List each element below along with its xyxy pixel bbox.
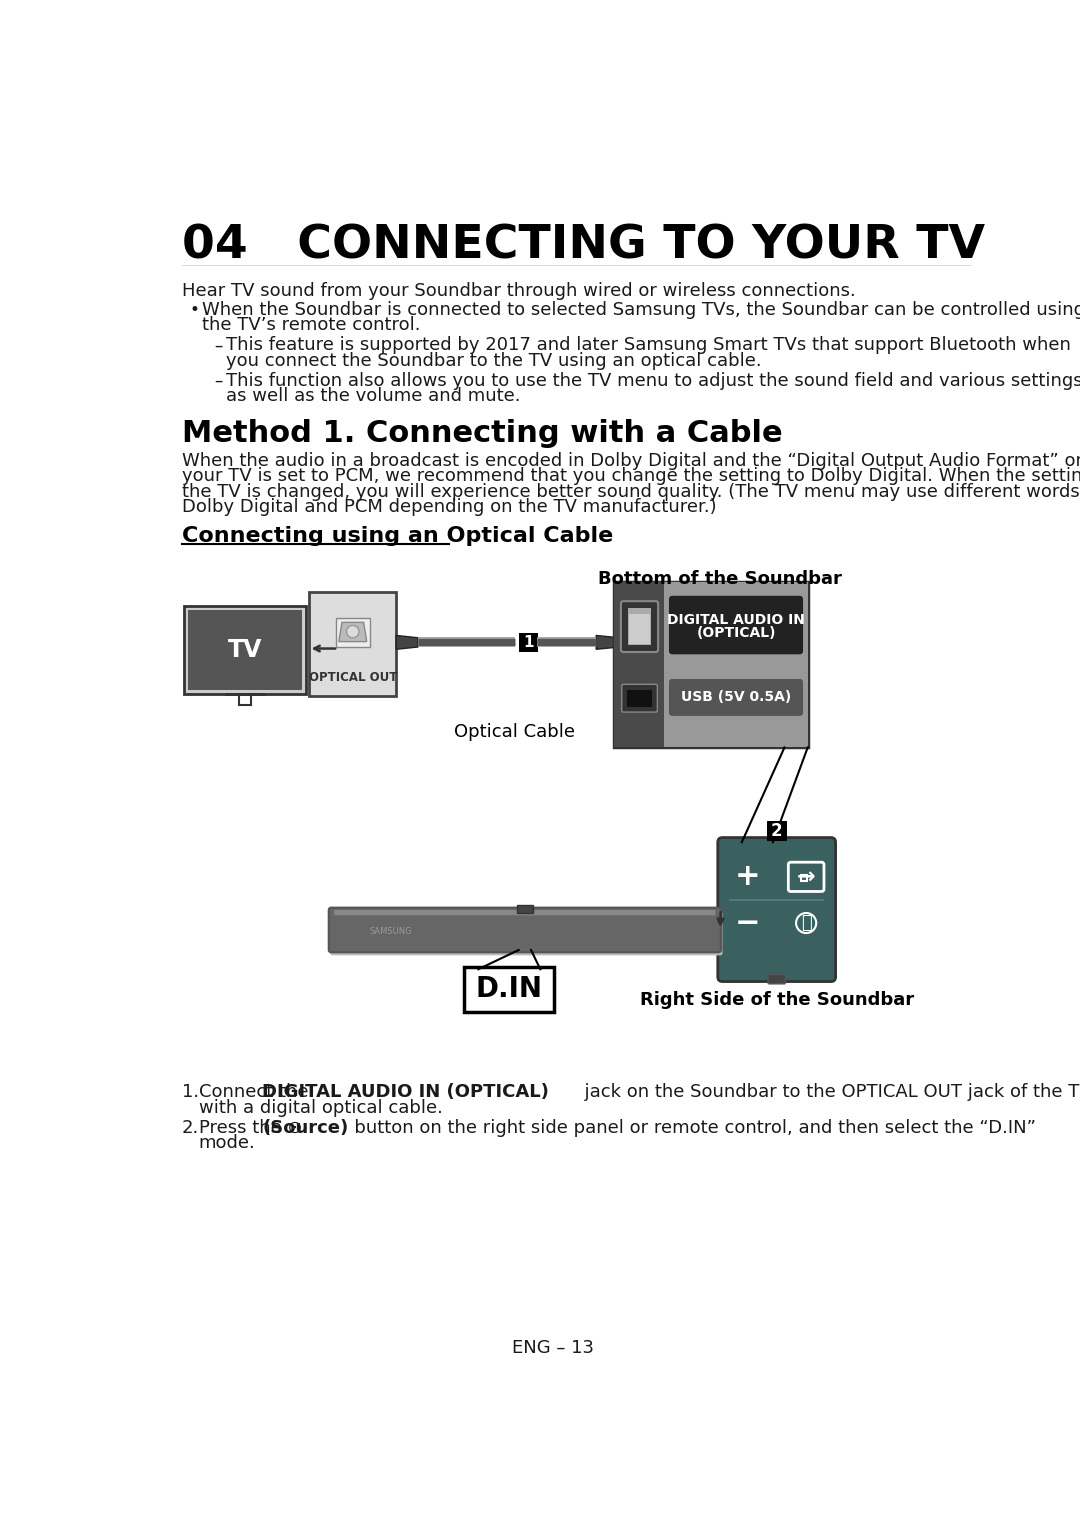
FancyBboxPatch shape — [517, 905, 532, 913]
Text: This function also allows you to use the TV menu to adjust the sound field and v: This function also allows you to use the… — [227, 372, 1080, 389]
Text: Dolby Digital and PCM depending on the TV manufacturer.): Dolby Digital and PCM depending on the T… — [181, 498, 716, 516]
Text: as well as the volume and mute.: as well as the volume and mute. — [227, 388, 521, 404]
FancyBboxPatch shape — [622, 685, 658, 712]
Text: This feature is supported by 2017 and later Samsung Smart TVs that support Bluet: This feature is supported by 2017 and la… — [227, 337, 1071, 354]
Text: (OPTICAL): (OPTICAL) — [697, 625, 775, 640]
Polygon shape — [339, 622, 367, 642]
Text: When the Soundbar is connected to selected Samsung TVs, the Soundbar can be cont: When the Soundbar is connected to select… — [202, 300, 1080, 319]
Text: −: − — [734, 908, 760, 938]
Text: the TV’s remote control.: the TV’s remote control. — [202, 316, 420, 334]
FancyBboxPatch shape — [669, 596, 804, 654]
Text: with a digital optical cable.: with a digital optical cable. — [199, 1098, 443, 1117]
Text: →: → — [797, 867, 815, 887]
Text: USB (5V 0.5A): USB (5V 0.5A) — [680, 691, 792, 705]
Text: 2.: 2. — [181, 1118, 199, 1137]
FancyBboxPatch shape — [519, 633, 538, 651]
Text: 2: 2 — [771, 823, 783, 841]
FancyBboxPatch shape — [184, 605, 307, 694]
Text: Connecting using an Optical Cable: Connecting using an Optical Cable — [181, 527, 612, 547]
Text: Press the ⊙         button on the right side panel or remote control, and then s: Press the ⊙ button on the right side pan… — [199, 1118, 1036, 1137]
FancyBboxPatch shape — [718, 838, 836, 982]
Text: •: • — [189, 300, 199, 319]
Text: TV: TV — [228, 637, 262, 662]
Polygon shape — [396, 636, 418, 650]
FancyBboxPatch shape — [627, 689, 652, 706]
Text: the TV is changed, you will experience better sound quality. (The TV menu may us: the TV is changed, you will experience b… — [181, 483, 1080, 501]
Circle shape — [796, 913, 816, 933]
FancyBboxPatch shape — [189, 610, 301, 689]
Text: ⏻: ⏻ — [800, 915, 811, 931]
Text: OPTICAL OUT: OPTICAL OUT — [309, 671, 397, 683]
FancyBboxPatch shape — [669, 679, 804, 715]
FancyBboxPatch shape — [630, 614, 649, 643]
FancyBboxPatch shape — [309, 591, 396, 696]
FancyBboxPatch shape — [788, 863, 824, 892]
Text: 1: 1 — [524, 634, 534, 650]
Text: you connect the Soundbar to the TV using an optical cable.: you connect the Soundbar to the TV using… — [227, 352, 762, 369]
FancyBboxPatch shape — [464, 967, 554, 1011]
Text: 04   CONNECTING TO YOUR TV: 04 CONNECTING TO YOUR TV — [181, 224, 985, 270]
FancyBboxPatch shape — [613, 582, 664, 748]
FancyBboxPatch shape — [613, 582, 808, 748]
Text: Optical Cable: Optical Cable — [455, 723, 576, 741]
Text: –: – — [214, 372, 222, 389]
Text: mode.: mode. — [199, 1134, 255, 1152]
Text: D.IN: D.IN — [476, 976, 543, 1003]
Text: Right Side of the Soundbar: Right Side of the Soundbar — [639, 991, 914, 1008]
Text: (Source): (Source) — [262, 1118, 349, 1137]
Text: Connect the                                                jack on the Soundbar : Connect the jack on the Soundbar — [199, 1083, 1080, 1102]
Text: DIGITAL AUDIO IN: DIGITAL AUDIO IN — [667, 613, 805, 627]
Text: ENG – 13: ENG – 13 — [513, 1339, 594, 1357]
FancyBboxPatch shape — [330, 910, 723, 956]
FancyBboxPatch shape — [621, 601, 658, 653]
Text: When the audio in a broadcast is encoded in Dolby Digital and the “Digital Outpu: When the audio in a broadcast is encoded… — [181, 452, 1080, 470]
FancyBboxPatch shape — [768, 974, 785, 984]
Text: Bottom of the Soundbar: Bottom of the Soundbar — [598, 570, 842, 588]
Text: +: + — [734, 863, 760, 892]
Text: your TV is set to PCM, we recommend that you change the setting to Dolby Digital: your TV is set to PCM, we recommend that… — [181, 467, 1080, 486]
FancyBboxPatch shape — [336, 617, 369, 647]
Text: –: – — [214, 337, 222, 354]
FancyBboxPatch shape — [767, 821, 786, 841]
Text: Method 1. Connecting with a Cable: Method 1. Connecting with a Cable — [181, 418, 782, 447]
Polygon shape — [596, 636, 619, 650]
Text: DIGITAL AUDIO IN (OPTICAL): DIGITAL AUDIO IN (OPTICAL) — [262, 1083, 549, 1102]
Text: Hear TV sound from your Soundbar through wired or wireless connections.: Hear TV sound from your Soundbar through… — [181, 282, 855, 300]
FancyBboxPatch shape — [664, 582, 808, 748]
FancyBboxPatch shape — [800, 875, 807, 881]
Circle shape — [347, 625, 359, 637]
Text: 1.: 1. — [181, 1083, 199, 1102]
FancyBboxPatch shape — [334, 910, 715, 915]
FancyBboxPatch shape — [328, 907, 721, 953]
FancyBboxPatch shape — [627, 608, 651, 645]
Text: SAMSUNG: SAMSUNG — [369, 927, 413, 936]
